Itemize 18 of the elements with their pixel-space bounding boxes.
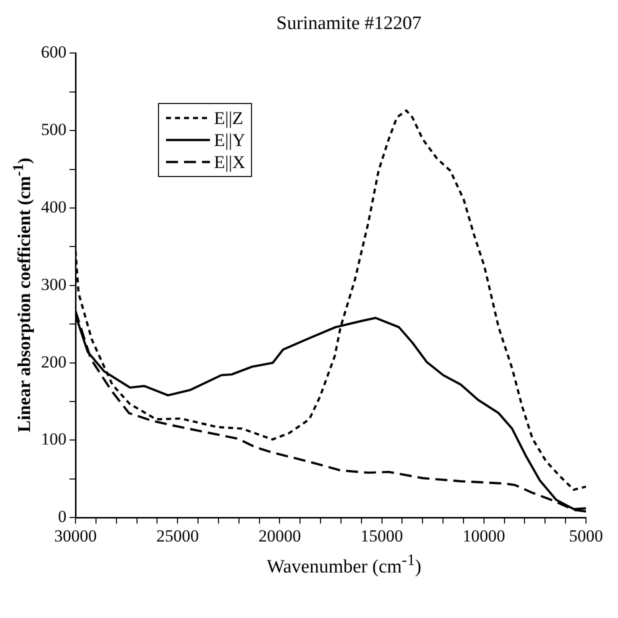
x-tick-label: 15000 xyxy=(360,526,404,546)
legend-label: E||Z xyxy=(214,107,244,129)
y-tick-label: 0 xyxy=(58,507,66,526)
x-tick-label: 20000 xyxy=(258,526,301,546)
y-tick-label: 100 xyxy=(41,430,66,449)
chart-title: Surinamite #12207 xyxy=(275,12,423,36)
y-tick-label: 500 xyxy=(41,120,66,140)
x-tick-label: 30000 xyxy=(54,526,97,546)
y-tick-label: 300 xyxy=(41,274,66,294)
y-tick-label: 200 xyxy=(41,352,66,372)
legend-label: E||Y xyxy=(214,129,246,151)
x-axis-title: Wavenumber (cm$^{-1}$) xyxy=(266,552,422,578)
x-tick-label: 5000 xyxy=(569,526,603,546)
x-tick-label: 25000 xyxy=(156,526,199,546)
y-tick-label: 400 xyxy=(41,197,66,216)
x-tick-label: 10000 xyxy=(462,526,506,546)
legend-label: E||X xyxy=(214,151,246,173)
y-tick-label: 600 xyxy=(41,42,66,62)
